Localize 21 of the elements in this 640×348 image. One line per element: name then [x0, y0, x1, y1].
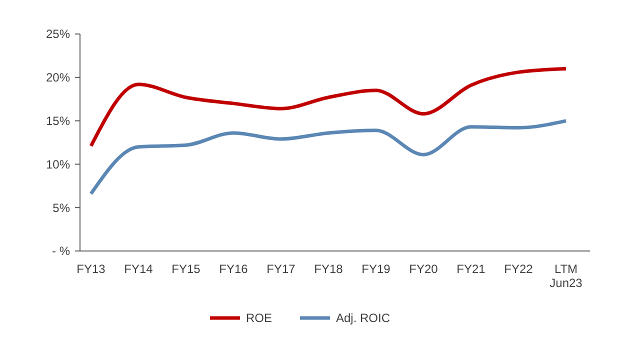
x-tick-label: LTM Jun23	[550, 262, 583, 290]
x-tick-label: FY17	[266, 262, 296, 276]
x-tick-label: FY22	[504, 262, 534, 276]
x-tick-label: FY13	[76, 262, 106, 276]
y-tick-label: 5%	[52, 200, 70, 215]
x-tick-label: FY14	[124, 262, 154, 276]
legend-label: Adj. ROIC	[336, 311, 390, 326]
x-tick-label: FY16	[219, 262, 248, 276]
y-tick-label: 15%	[46, 114, 70, 128]
line-series	[89, 66, 568, 148]
line-series	[89, 119, 568, 196]
x-tick-label: FY18	[314, 262, 344, 276]
legend-label: ROE	[246, 311, 272, 326]
x-tick-label: FY20	[409, 262, 438, 276]
y-tick-label: - %	[52, 244, 70, 258]
y-tick-label: 25%	[46, 27, 70, 42]
x-tick-label: FY19	[362, 262, 391, 276]
x-tick-label: FY15	[172, 262, 201, 276]
x-tick-label: FY21	[456, 262, 486, 276]
y-tick-label: 20%	[46, 70, 70, 85]
y-tick-label: 10%	[46, 157, 70, 172]
